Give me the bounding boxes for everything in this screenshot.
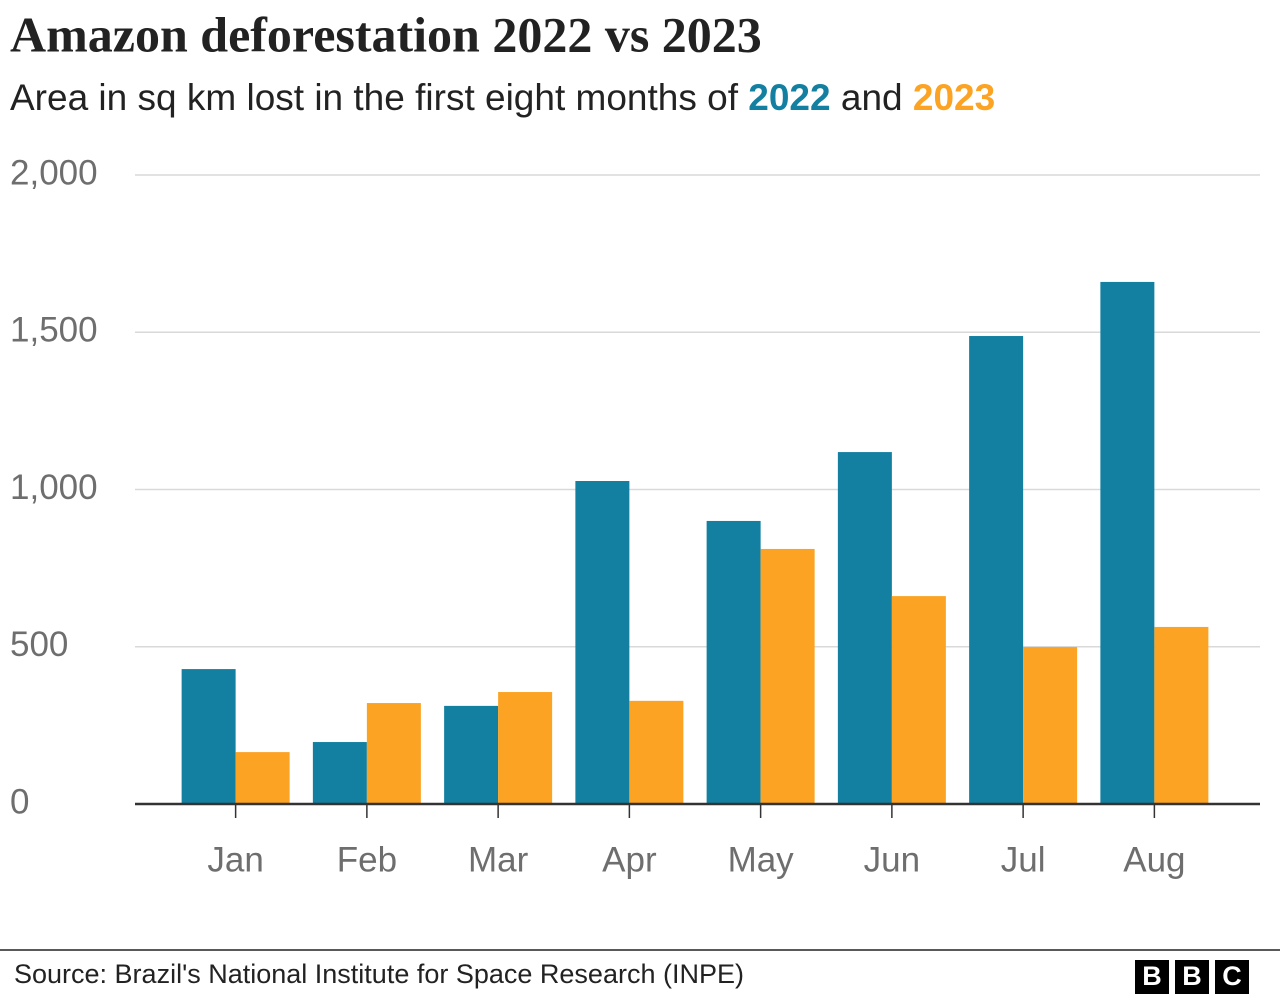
bar (366, 703, 421, 804)
legend-entry: 2022 (748, 77, 830, 118)
subtitle-text: Area in sq km lost in the first eight mo… (10, 77, 739, 118)
subtitle-joiner: and (841, 77, 903, 118)
y-tick-label: 1,000 (10, 468, 98, 507)
bar (837, 452, 892, 804)
logo-box (1135, 960, 1169, 994)
logo-letter: B (1182, 961, 1202, 991)
y-tick-label: 0 (10, 782, 29, 821)
bar (760, 548, 815, 804)
bar (312, 742, 367, 804)
bar (1100, 281, 1155, 804)
bar (235, 752, 290, 804)
x-tick-label: Jun (864, 840, 920, 879)
bar (1154, 626, 1209, 804)
x-tick-label: Jul (1001, 840, 1046, 879)
logo-box (1175, 960, 1209, 994)
x-tick-label: Mar (468, 840, 529, 879)
chart-title: Amazon deforestation 2022 vs 2023 (10, 6, 762, 62)
source: Source: Brazil's National Institute for … (14, 959, 744, 989)
bar (1023, 647, 1078, 804)
x-tick-label: Aug (1123, 840, 1185, 879)
bar (575, 481, 630, 804)
x-tick-label: Jan (207, 840, 263, 879)
chart-subtitle: Area in sq km lost in the first eight mo… (10, 77, 995, 118)
y-tick-label: 500 (10, 625, 68, 664)
bar (444, 705, 499, 804)
logo-box (1215, 960, 1249, 994)
x-tick-label: Apr (602, 840, 657, 879)
x-tick-label: Feb (337, 840, 397, 879)
bar (969, 336, 1024, 804)
logo-letter: C (1222, 961, 1242, 991)
y-tick-label: 1,500 (10, 311, 98, 350)
bar (629, 700, 684, 804)
bar (706, 520, 761, 804)
logo-letter: B (1142, 961, 1162, 991)
x-tick-label: May (728, 840, 795, 879)
y-tick-label: 2,000 (10, 153, 98, 192)
bar (891, 596, 946, 804)
bar (498, 692, 553, 804)
legend-entry: 2023 (913, 77, 995, 118)
bar (181, 669, 236, 804)
